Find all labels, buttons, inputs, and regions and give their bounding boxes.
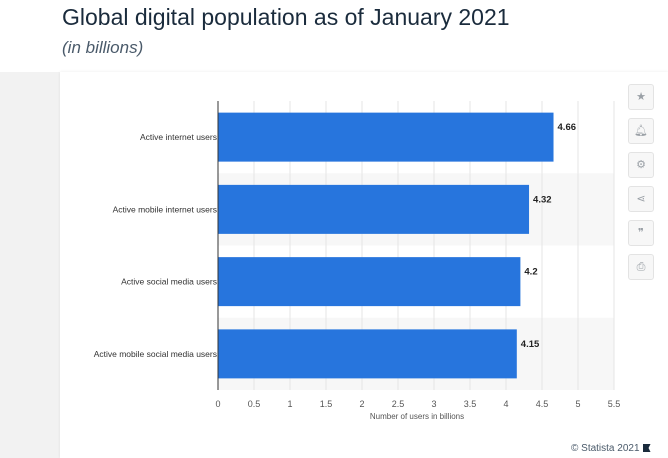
share-icon[interactable]: ⋖ <box>628 186 654 212</box>
page-subtitle: (in billions) <box>62 38 144 57</box>
copyright-text: © Statista 2021 <box>571 443 640 454</box>
x-tick-label: 0 <box>215 399 220 409</box>
bar[interactable] <box>218 329 517 379</box>
data-label: 4.32 <box>533 194 552 205</box>
x-tick-label: 2.5 <box>392 399 405 409</box>
print-icon[interactable]: ⎙ <box>628 254 654 280</box>
bar[interactable] <box>218 184 530 234</box>
category-label: Active mobile social media users <box>94 349 217 359</box>
x-tick-label: 1.5 <box>320 399 333 409</box>
flag-icon[interactable] <box>642 444 651 452</box>
chart-toolbar: ★ 🔔︎ ⚙ ⋖ ❞ ⎙ <box>628 84 654 288</box>
x-tick-label: 3 <box>431 399 436 409</box>
x-tick-label: 0.5 <box>248 399 261 409</box>
data-label: 4.15 <box>521 339 540 350</box>
x-tick-label: 4 <box>503 399 508 409</box>
data-label: 4.2 <box>524 267 537 278</box>
x-tick-label: 5.5 <box>608 399 621 409</box>
page-title: Global digital population as of January … <box>62 4 510 30</box>
x-tick-label: 3.5 <box>464 399 477 409</box>
bell-icon[interactable]: 🔔︎ <box>628 118 654 144</box>
copyright-notice[interactable]: © Statista 2021 <box>571 443 651 454</box>
bar[interactable] <box>218 257 521 307</box>
data-label: 4.66 <box>558 122 577 133</box>
x-axis-title: Number of users in billions <box>370 412 464 421</box>
x-tick-label: 4.5 <box>536 399 549 409</box>
category-label: Active internet users <box>140 132 217 142</box>
x-tick-label: 5 <box>575 399 580 409</box>
star-icon[interactable]: ★ <box>628 84 654 110</box>
category-label: Active social media users <box>121 277 217 287</box>
quote-icon[interactable]: ❞ <box>628 220 654 246</box>
gear-icon[interactable]: ⚙ <box>628 152 654 178</box>
bar[interactable] <box>218 112 554 162</box>
x-tick-label: 1 <box>287 399 292 409</box>
category-label: Active mobile internet users <box>113 204 217 214</box>
page-header <box>0 0 668 72</box>
x-tick-label: 2 <box>359 399 364 409</box>
